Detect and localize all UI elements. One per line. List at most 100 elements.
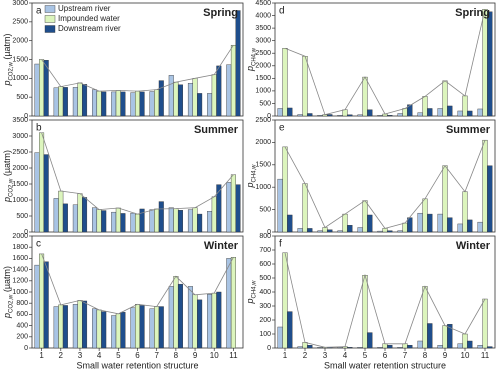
x-tick-label: 10 bbox=[210, 351, 219, 360]
bar bbox=[92, 207, 98, 233]
y-tick-label: 1500 bbox=[255, 75, 271, 82]
bar bbox=[357, 347, 363, 349]
panel-title: Winter bbox=[204, 240, 239, 252]
bar bbox=[158, 306, 164, 349]
bar bbox=[130, 307, 136, 349]
bar bbox=[173, 208, 179, 233]
bar bbox=[77, 82, 83, 117]
bar bbox=[282, 252, 288, 349]
bar bbox=[287, 214, 293, 233]
bar bbox=[457, 343, 463, 349]
bar bbox=[342, 213, 348, 233]
y-tick-label: 3500 bbox=[255, 25, 271, 32]
bar bbox=[154, 208, 160, 233]
bar bbox=[277, 178, 283, 233]
x-tick-label: 3 bbox=[78, 351, 83, 360]
bar bbox=[407, 104, 413, 117]
bar bbox=[282, 48, 288, 117]
bar bbox=[226, 64, 232, 117]
bar bbox=[317, 230, 323, 233]
bar bbox=[277, 108, 283, 117]
bar bbox=[377, 347, 383, 349]
bar bbox=[207, 294, 213, 349]
y-tick-label: 1800 bbox=[12, 244, 28, 251]
x-tick-label: 5 bbox=[363, 351, 368, 360]
y-tick-label: 200 bbox=[16, 334, 28, 341]
bar bbox=[337, 230, 343, 233]
bar bbox=[149, 308, 155, 349]
plot-frame bbox=[274, 119, 496, 233]
y-label-italic: p bbox=[245, 66, 255, 72]
y-tick-label: 3000 bbox=[255, 38, 271, 45]
y-tick-label: 0 bbox=[24, 113, 28, 120]
bar bbox=[422, 96, 428, 117]
bar bbox=[422, 198, 428, 233]
bar bbox=[302, 342, 308, 349]
y-tick-label: 2000 bbox=[12, 165, 28, 172]
bar bbox=[377, 230, 383, 233]
y-tick-label: 1500 bbox=[255, 162, 271, 169]
bar bbox=[230, 174, 236, 233]
legend-swatch bbox=[44, 15, 56, 23]
y-label-sub: CH4,w bbox=[251, 164, 257, 183]
bar bbox=[482, 139, 488, 233]
bar bbox=[139, 305, 145, 349]
bar bbox=[207, 210, 213, 233]
bar bbox=[197, 299, 203, 349]
y-tick-label: 1600 bbox=[12, 255, 28, 262]
bar bbox=[39, 132, 45, 233]
bar bbox=[235, 10, 241, 117]
bar bbox=[407, 345, 413, 349]
y-tick-label: 300 bbox=[259, 303, 271, 310]
bar bbox=[387, 230, 393, 233]
x-tick-label: 4 bbox=[343, 351, 348, 360]
bar bbox=[297, 346, 303, 349]
bar bbox=[187, 286, 193, 349]
bar bbox=[402, 222, 408, 233]
bar bbox=[327, 229, 333, 233]
bar bbox=[447, 217, 453, 233]
panel-title: Spring bbox=[455, 7, 490, 19]
bar bbox=[287, 311, 293, 349]
bar bbox=[357, 227, 363, 233]
bar bbox=[235, 184, 241, 233]
bar bbox=[192, 207, 198, 233]
trend-line bbox=[41, 253, 234, 315]
bar bbox=[177, 84, 183, 117]
y-label-rest: (µatm) bbox=[2, 266, 12, 295]
bar bbox=[226, 258, 232, 349]
panel-title: Summer bbox=[194, 124, 239, 136]
bar bbox=[427, 213, 433, 233]
bar bbox=[53, 198, 59, 233]
bar bbox=[417, 212, 423, 233]
bar bbox=[307, 228, 313, 233]
y-tick-label: 400 bbox=[259, 289, 271, 296]
y-tick-label: 1000 bbox=[255, 184, 271, 191]
bar bbox=[187, 83, 193, 117]
bar bbox=[197, 93, 203, 117]
bar bbox=[211, 292, 217, 349]
bar bbox=[96, 90, 102, 117]
panel-letter: b bbox=[36, 123, 42, 134]
bar bbox=[120, 311, 126, 349]
bar bbox=[34, 152, 40, 233]
x-tick-label: 3 bbox=[323, 351, 328, 360]
bar bbox=[34, 264, 40, 349]
panel-letter: a bbox=[36, 6, 42, 17]
bar bbox=[149, 91, 155, 117]
bar bbox=[130, 212, 136, 233]
x-axis-label: Small water retention structure bbox=[76, 360, 198, 370]
bar bbox=[327, 114, 333, 117]
x-tick-label: 4 bbox=[97, 351, 102, 360]
y-tick-label: 400 bbox=[16, 322, 28, 329]
bar bbox=[382, 228, 388, 233]
bar bbox=[462, 191, 468, 233]
y-tick-label: 2500 bbox=[12, 149, 28, 156]
y-tick-label: 4500 bbox=[255, 0, 271, 7]
bar bbox=[149, 209, 155, 233]
bar bbox=[377, 115, 383, 117]
y-label-sub: CH4,w bbox=[251, 47, 257, 66]
bar bbox=[43, 154, 49, 233]
bar bbox=[115, 313, 121, 349]
bar bbox=[317, 347, 323, 349]
